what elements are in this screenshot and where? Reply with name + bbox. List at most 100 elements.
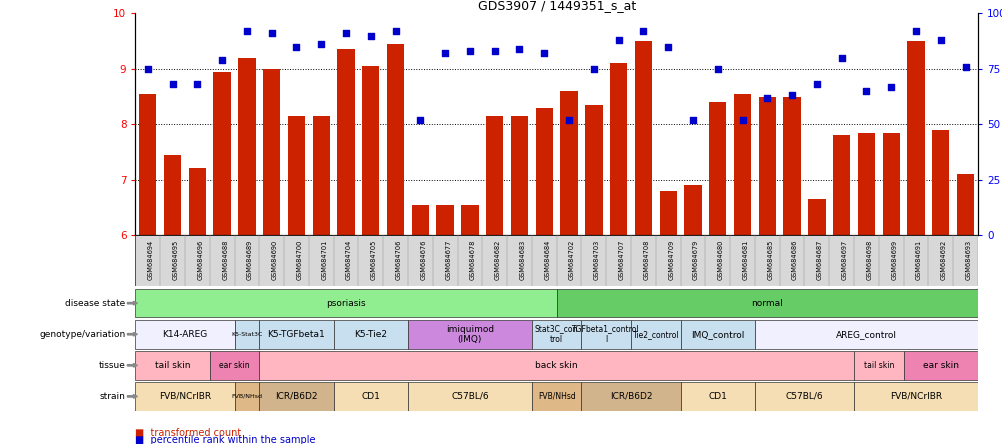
Point [709,65,725,72]
Bar [387,44,404,235]
Bar [362,66,379,235]
Bar [708,102,725,235]
Point [659,43,675,50]
Text: GSM684682: GSM684682 [494,239,500,280]
Bar [783,97,800,235]
Text: K5-Tie2: K5-Tie2 [354,330,387,339]
Text: GSM684689: GSM684689 [246,239,253,280]
Text: FVB/NHsd: FVB/NHsd [231,394,263,399]
Text: ■  transformed count: ■ transformed count [135,428,241,438]
Bar [853,382,977,411]
Point [560,116,576,123]
Text: psoriasis: psoriasis [326,299,366,308]
Text: GSM684687: GSM684687 [816,239,822,280]
Text: FVB/NCrIBR: FVB/NCrIBR [889,392,941,401]
Point [907,28,923,35]
Point [387,28,403,35]
Bar [956,174,973,235]
Text: GSM684706: GSM684706 [395,239,401,280]
Point [289,43,305,50]
Text: genotype/variation: genotype/variation [39,330,125,339]
Point [313,41,329,48]
Bar [213,71,230,235]
Bar [408,382,531,411]
Bar [163,155,181,235]
Text: Tie2_control: Tie2_control [632,330,678,339]
Point [338,30,354,37]
Text: GSM684679: GSM684679 [692,239,698,280]
Bar [461,205,478,235]
Text: GSM684702: GSM684702 [568,239,574,280]
Point [264,30,280,37]
Text: ■  percentile rank within the sample: ■ percentile rank within the sample [135,435,316,444]
Bar [337,49,355,235]
Point [932,36,948,44]
Bar [334,320,408,349]
Bar [560,91,577,235]
Bar [486,116,503,235]
Text: strain: strain [99,392,125,401]
Bar [659,191,676,235]
Text: C57BL/6: C57BL/6 [451,392,488,401]
Point [784,92,800,99]
Text: GSM684678: GSM684678 [470,239,476,280]
Bar [260,351,853,380]
Text: GSM684700: GSM684700 [297,239,303,280]
Point [412,116,428,123]
Point [833,54,849,61]
Bar [139,94,156,235]
Point [189,81,205,88]
Bar [531,320,581,349]
Bar [758,97,776,235]
Point [139,65,155,72]
Text: GSM684701: GSM684701 [321,239,327,280]
Bar [234,382,260,411]
Point [536,50,552,57]
Bar [680,320,755,349]
Text: C57BL/6: C57BL/6 [785,392,823,401]
Point [634,28,650,35]
Bar [188,168,205,235]
Point [610,36,626,44]
Text: GSM684692: GSM684692 [940,239,946,280]
Text: GSM684683: GSM684683 [519,239,525,280]
Point [808,81,824,88]
Point [437,50,453,57]
Text: Stat3C_con
trol: Stat3C_con trol [534,325,578,344]
Point [511,45,527,52]
Text: GSM684708: GSM684708 [642,239,648,280]
Point [957,63,973,70]
Bar [630,320,680,349]
Text: GSM684704: GSM684704 [346,239,352,280]
Text: GSM684690: GSM684690 [272,239,278,280]
Point [759,94,775,101]
Text: GSM684698: GSM684698 [866,239,872,280]
Bar [288,116,305,235]
Text: TGFbeta1_control
l: TGFbeta1_control l [572,325,639,344]
Bar [733,94,750,235]
Bar [609,63,626,235]
Text: AREG_control: AREG_control [835,330,896,339]
Text: K5-TGFbeta1: K5-TGFbeta1 [268,330,325,339]
Text: tail skin: tail skin [863,361,893,370]
Bar [135,289,556,317]
Point [858,87,874,95]
Bar [436,205,453,235]
Point [213,56,229,63]
Bar [263,69,281,235]
Bar [832,135,850,235]
Bar [857,133,874,235]
Text: ICR/B6D2: ICR/B6D2 [275,392,318,401]
Bar [135,382,234,411]
Text: tail skin: tail skin [154,361,190,370]
Text: GSM684703: GSM684703 [593,239,599,280]
Text: GSM684676: GSM684676 [420,239,426,280]
Bar [907,41,924,235]
Bar [408,320,531,349]
Text: GSM684695: GSM684695 [172,239,178,280]
Point [733,116,749,123]
Bar [634,41,651,235]
Bar [680,382,755,411]
Bar [135,320,234,349]
Text: GSM684709: GSM684709 [667,239,673,280]
